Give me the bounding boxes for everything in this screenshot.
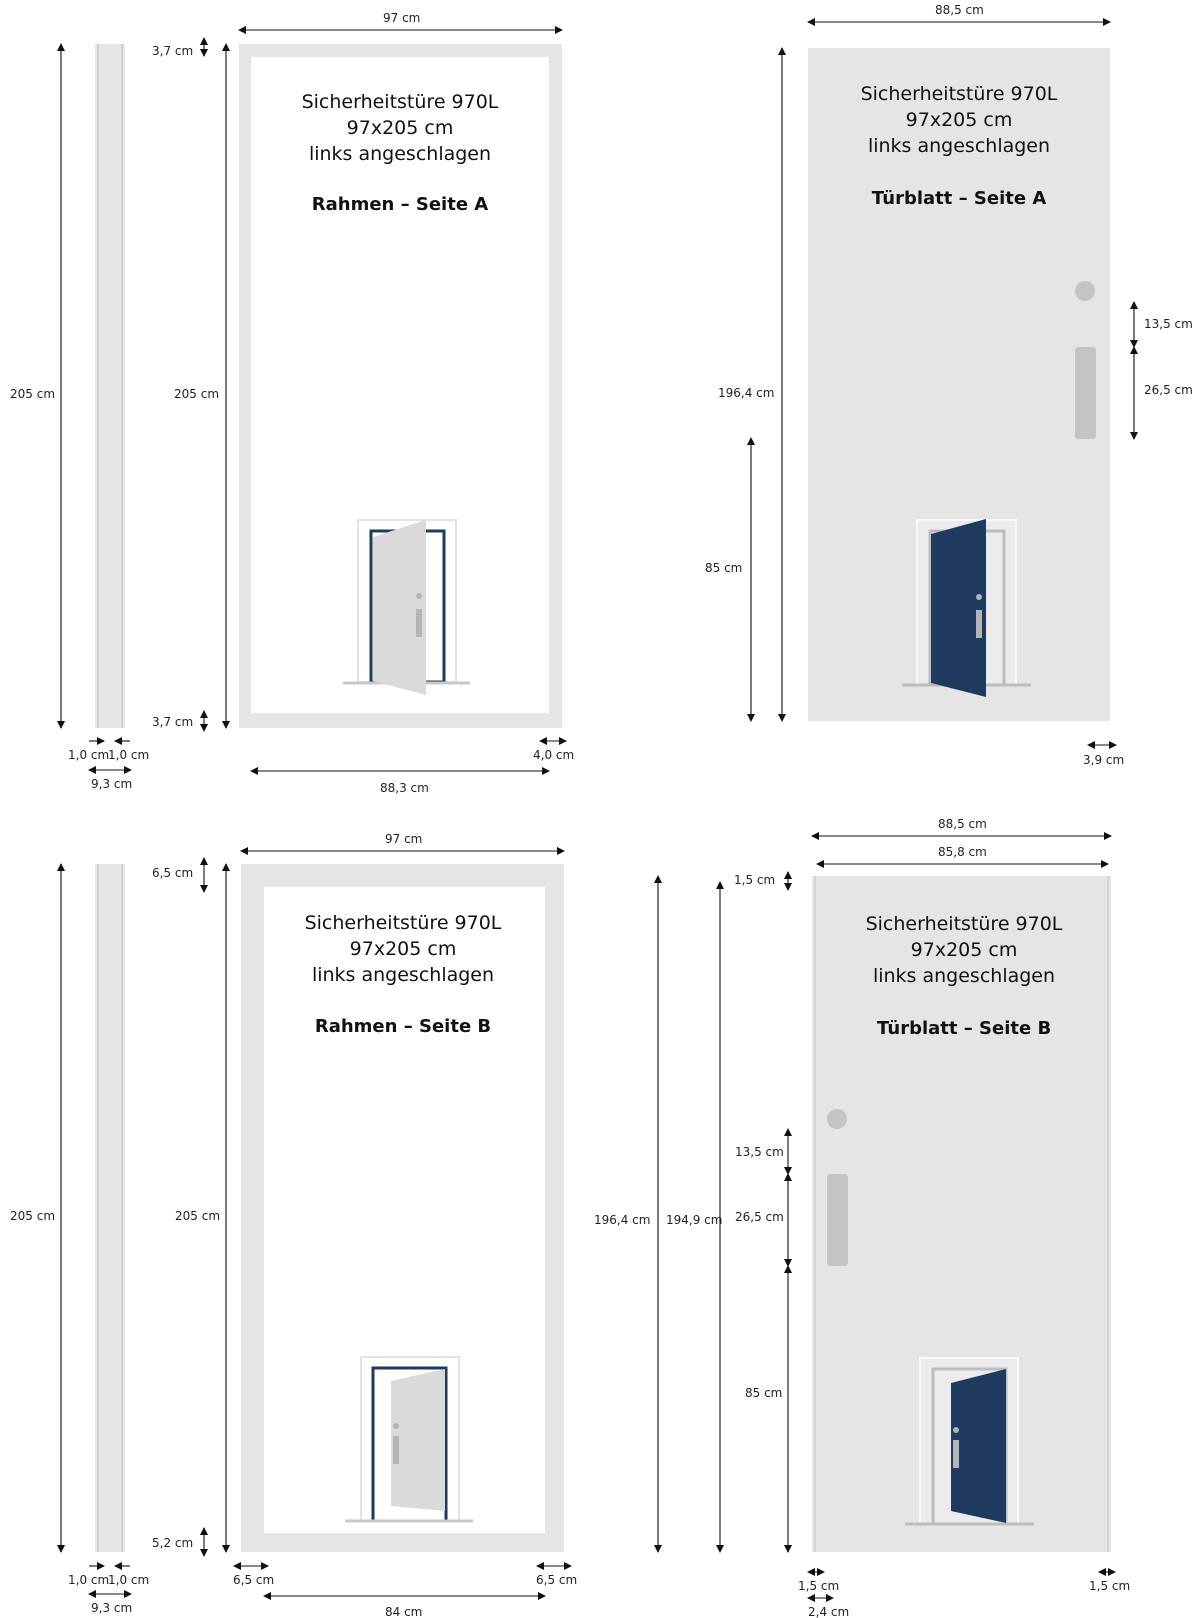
door-size-label: 97x205 cm	[906, 109, 1013, 131]
height-label: 205 cm	[174, 387, 219, 401]
top-label: 1,5 cm	[734, 873, 775, 887]
profile-bar	[95, 864, 125, 1552]
inner-width-label: 84 cm	[385, 1605, 422, 1618]
door-model-title: Sicherheitstüre 970L	[861, 83, 1058, 105]
profile-a: 205 cm 1,0 cm 1,0 cm 9,3 cm	[10, 43, 149, 791]
height-label: 196,4 cm	[718, 386, 774, 400]
wall-label-2: 1,0 cm	[108, 1573, 149, 1587]
left-label: 6,5 cm	[233, 1573, 274, 1587]
door-model-title: Sicherheitstüre 970L	[305, 912, 502, 934]
bottom-label: 5,2 cm	[152, 1536, 193, 1550]
plate-label: 26,5 cm	[735, 1210, 784, 1224]
panel-subtitle: Rahmen – Seite B	[315, 1016, 491, 1037]
width-label: 97 cm	[383, 11, 420, 25]
door-model-title: Sicherheitstüre 970L	[866, 913, 1063, 935]
door-open-icon	[905, 1357, 1034, 1526]
depth-label: 9,3 cm	[91, 777, 132, 791]
door-size-label: 97x205 cm	[911, 939, 1018, 961]
side-label: 4,0 cm	[533, 748, 574, 762]
width-label: 88,5 cm	[935, 3, 984, 17]
handle-icon	[1075, 347, 1096, 439]
panel-subtitle: Türblatt – Seite B	[877, 1018, 1051, 1039]
hinge-side-label: links angeschlagen	[309, 143, 491, 165]
hinge-side-label: links angeschlagen	[873, 965, 1055, 987]
door-model-title: Sicherheitstüre 970L	[302, 91, 499, 113]
frame-panel-b: Sicherheitstüre 970L 97x205 cm links ang…	[152, 832, 577, 1618]
right-edge-label: 1,5 cm	[1089, 1579, 1130, 1593]
top-label: 3,7 cm	[152, 44, 193, 58]
cylinder-gap-label: 13,5 cm	[1144, 317, 1193, 331]
width-label: 97 cm	[385, 832, 422, 846]
height-label-1: 196,4 cm	[594, 1213, 650, 1227]
left-edge-label: 1,5 cm	[798, 1579, 839, 1593]
leaf-panel-b: Sicherheitstüre 970L 97x205 cm links ang…	[594, 817, 1130, 1618]
profile-b: 205 cm 1,0 cm 1,0 cm 9,3 cm	[10, 863, 149, 1615]
door-open-icon	[902, 519, 1031, 697]
panel-subtitle: Rahmen – Seite A	[312, 194, 489, 215]
edge-label: 3,9 cm	[1083, 753, 1124, 767]
door-size-label: 97x205 cm	[347, 117, 454, 139]
door-open-icon	[345, 1356, 473, 1523]
wall-label-1: 1,0 cm	[68, 748, 109, 762]
handle-height-label: 85 cm	[705, 561, 742, 575]
height-label: 205 cm	[10, 1209, 55, 1223]
right-label: 6,5 cm	[536, 1573, 577, 1587]
bottom-label: 3,7 cm	[152, 715, 193, 729]
depth-label: 9,3 cm	[91, 1601, 132, 1615]
inner-width-label: 85,8 cm	[938, 845, 987, 859]
cylinder-gap-label: 13,5 cm	[735, 1145, 784, 1159]
plate-label: 26,5 cm	[1144, 383, 1193, 397]
lock-cylinder-icon	[827, 1109, 847, 1129]
handle-height-label: 85 cm	[745, 1386, 782, 1400]
panel-subtitle: Türblatt – Seite A	[872, 188, 1047, 209]
door-open-icon	[343, 519, 470, 695]
profile-bar	[95, 44, 125, 728]
hinge-side-label: links angeschlagen	[868, 135, 1050, 157]
outer-width-label: 88,5 cm	[938, 817, 987, 831]
lock-cylinder-icon	[1075, 281, 1095, 301]
wall-label-1: 1,0 cm	[68, 1573, 109, 1587]
wall-label-2: 1,0 cm	[108, 748, 149, 762]
top-label: 6,5 cm	[152, 866, 193, 880]
offset-label: 2,4 cm	[808, 1605, 849, 1618]
inner-width-label: 88,3 cm	[380, 781, 429, 795]
height-label: 205 cm	[175, 1209, 220, 1223]
door-size-label: 97x205 cm	[350, 938, 457, 960]
height-label: 205 cm	[10, 387, 55, 401]
handle-icon	[827, 1174, 848, 1266]
frame-panel-a: Sicherheitstüre 970L 97x205 cm links ang…	[152, 11, 574, 795]
height-label-2: 194,9 cm	[666, 1213, 722, 1227]
hinge-side-label: links angeschlagen	[312, 964, 494, 986]
leaf-panel-a: Sicherheitstüre 970L 97x205 cm links ang…	[705, 3, 1193, 767]
